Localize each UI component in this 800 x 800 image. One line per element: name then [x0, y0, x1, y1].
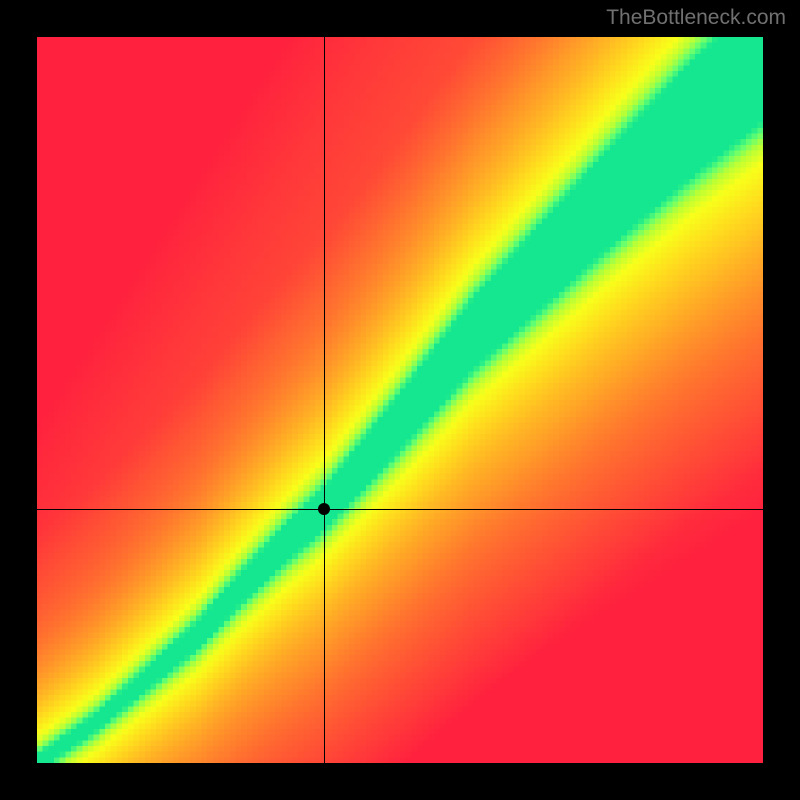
crosshair-horizontal	[37, 509, 763, 510]
crosshair-vertical	[324, 37, 325, 763]
chart-frame: TheBottleneck.com	[0, 0, 800, 800]
watermark-text: TheBottleneck.com	[606, 6, 786, 30]
heatmap-plot	[37, 37, 763, 763]
crosshair-marker	[318, 503, 330, 515]
heatmap-canvas	[37, 37, 763, 763]
